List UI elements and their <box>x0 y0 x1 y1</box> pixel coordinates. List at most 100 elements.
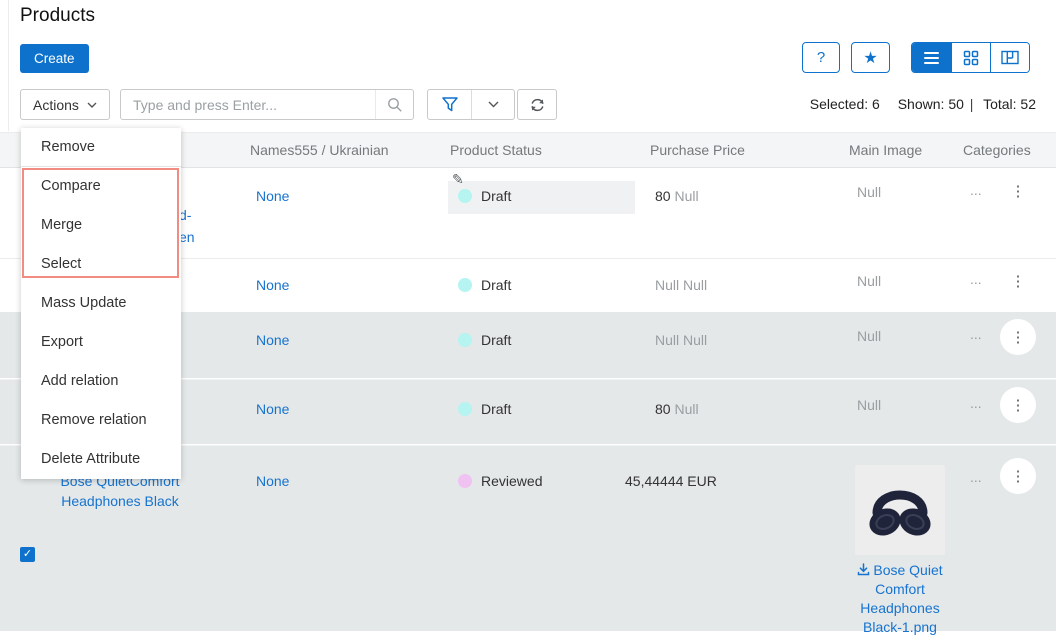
menu-item-remove[interactable]: Remove <box>21 128 181 167</box>
search-submit-button[interactable] <box>375 90 413 119</box>
column-header-main-image[interactable]: Main Image <box>849 142 923 158</box>
kebab-icon: ⋮ <box>1010 328 1026 346</box>
refresh-button[interactable] <box>517 89 557 120</box>
product-name-link[interactable]: d- en <box>179 207 195 245</box>
image-file-name: Bose Quiet Comfort Headphones Black-1.pn… <box>860 562 943 635</box>
list-view-icon <box>924 51 939 64</box>
purchase-price: Null Null <box>655 277 708 293</box>
product-status: Draft <box>458 401 511 417</box>
purchase-price: 80 Null <box>655 401 699 417</box>
star-icon: ★ <box>863 49 878 67</box>
menu-item-compare[interactable]: Compare <box>41 178 101 194</box>
view-mode-toggle <box>911 42 1030 73</box>
product-status: Reviewed <box>458 473 542 489</box>
row-menu-button[interactable]: ⋮ <box>1000 387 1036 423</box>
purchase-price: 45,44444 EUR <box>625 473 717 489</box>
categories-value: ... <box>970 326 982 342</box>
product-status: Draft <box>458 188 511 204</box>
panel-left-divider <box>8 0 9 131</box>
row-menu-button[interactable]: ⋮ <box>1000 319 1036 355</box>
categories-value: ... <box>970 182 982 198</box>
funnel-icon <box>441 97 458 112</box>
main-image-value: Null <box>857 397 882 413</box>
search-bar <box>120 89 414 120</box>
main-image-thumbnail[interactable] <box>855 465 945 555</box>
product-status: Draft <box>458 332 511 348</box>
counts-divider: | <box>969 96 974 112</box>
menu-item-add-relation[interactable]: Add relation <box>41 373 119 389</box>
purchase-price: Null Null <box>655 332 708 348</box>
filter-button[interactable] <box>428 90 471 119</box>
actions-dropdown-menu: Remove Compare Merge Select Mass Update … <box>21 128 181 479</box>
main-image-value: Null <box>857 184 882 200</box>
list-counts: Selected: 6 Shown: 50 | Total: 52 <box>810 96 1036 112</box>
row-menu-button[interactable]: ⋮ <box>1000 263 1036 299</box>
chevron-down-icon <box>87 102 97 108</box>
status-dot <box>458 278 472 292</box>
kebab-icon: ⋮ <box>1010 272 1026 290</box>
menu-item-mass-update[interactable]: Mass Update <box>41 295 127 311</box>
column-header-names555[interactable]: Names555 / Ukrainian <box>250 142 389 158</box>
kebab-icon: ⋮ <box>1010 467 1026 485</box>
create-button[interactable]: Create <box>20 44 89 73</box>
main-image-value: Null <box>857 328 882 344</box>
names555-value[interactable]: None <box>256 473 290 489</box>
menu-item-delete-attribute[interactable]: Delete Attribute <box>41 451 141 467</box>
status-dot <box>458 189 472 203</box>
status-dot <box>458 333 472 347</box>
menu-item-export[interactable]: Export <box>41 334 83 350</box>
categories-value: ... <box>970 469 982 485</box>
column-header-product-status[interactable]: Product Status <box>450 142 542 158</box>
shown-count-label: Shown: <box>897 96 945 112</box>
kebab-icon: ⋮ <box>1010 396 1026 414</box>
main-image-value: Null <box>857 273 882 289</box>
table-row: d- en None ✎ Draft 80 Null Null ... ⋮ <box>0 168 1056 258</box>
selected-count-value: 6 <box>872 96 880 112</box>
names555-value[interactable]: None <box>256 188 290 204</box>
total-count-label: Total: <box>983 96 1017 112</box>
purchase-price: 80 Null <box>655 188 699 204</box>
check-icon: ✓ <box>22 548 33 560</box>
selected-count-label: Selected: <box>809 96 869 112</box>
row-menu-button[interactable]: ⋮ <box>1000 458 1036 494</box>
refresh-icon <box>530 98 544 111</box>
status-dot <box>458 474 472 488</box>
edit-pencil-icon[interactable]: ✎ <box>452 171 464 187</box>
row-menu-button[interactable]: ⋮ <box>1000 173 1036 209</box>
kebab-icon: ⋮ <box>1010 182 1026 200</box>
column-header-purchase-price[interactable]: Purchase Price <box>650 142 745 158</box>
actions-button-label: Actions <box>33 96 79 113</box>
status-dot <box>458 402 472 416</box>
favorites-button[interactable]: ★ <box>851 42 890 73</box>
kanban-view-button[interactable] <box>990 43 1029 72</box>
menu-item-merge[interactable]: Merge <box>41 217 83 233</box>
categories-value: ... <box>970 395 982 411</box>
page-title: Products <box>20 5 95 26</box>
categories-value: ... <box>970 271 982 287</box>
names555-value[interactable]: None <box>256 277 290 293</box>
help-button[interactable]: ? <box>802 42 840 73</box>
search-icon <box>387 97 402 112</box>
filter-dropdown-button[interactable] <box>471 90 514 119</box>
row-checkbox[interactable]: ✓ <box>20 547 35 562</box>
actions-dropdown-button[interactable]: Actions <box>20 89 110 120</box>
grid-view-button[interactable] <box>951 43 990 72</box>
search-input[interactable] <box>121 90 375 119</box>
grid-view-icon <box>963 50 979 65</box>
download-icon <box>858 563 870 576</box>
status-cell-edit-highlight[interactable] <box>448 181 635 214</box>
column-header-categories[interactable]: Categories <box>963 142 1031 158</box>
product-status: Draft <box>458 277 511 293</box>
names555-value[interactable]: None <box>256 332 290 348</box>
filter-controls <box>427 89 515 120</box>
kanban-view-icon <box>1001 50 1019 65</box>
shown-count-value: 50 <box>948 96 964 112</box>
menu-item-select[interactable]: Select <box>41 256 82 272</box>
image-file-download-link[interactable]: Bose Quiet Comfort Headphones Black-1.pn… <box>849 561 951 635</box>
list-view-button[interactable] <box>912 43 951 72</box>
names555-value[interactable]: None <box>256 401 290 417</box>
table-row: None Draft Null Null Null ... ⋮ <box>0 258 1056 312</box>
menu-item-remove-relation[interactable]: Remove relation <box>41 412 147 428</box>
total-count-value: 52 <box>1020 96 1036 112</box>
